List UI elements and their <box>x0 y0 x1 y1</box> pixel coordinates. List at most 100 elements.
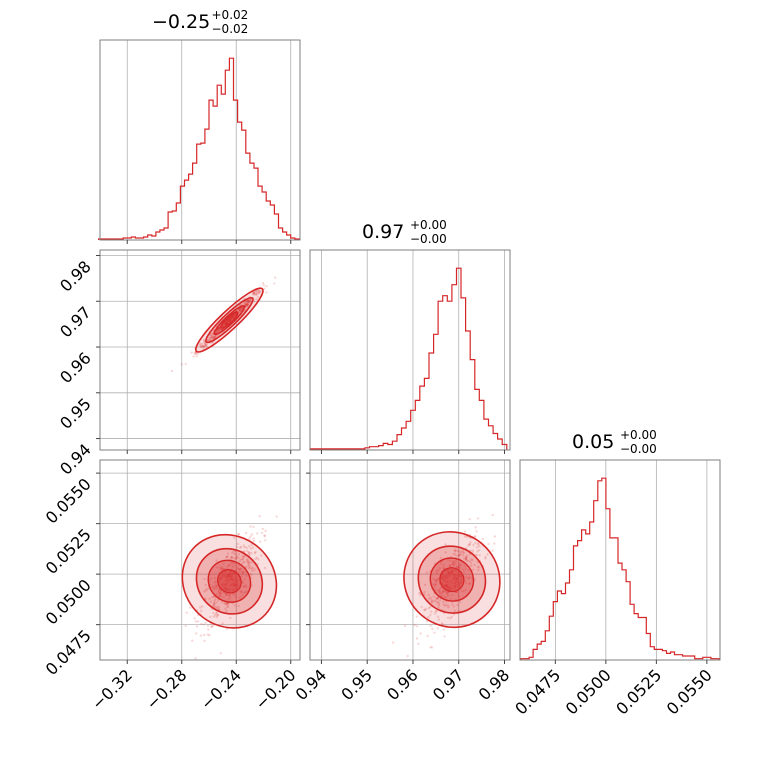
scatter-point <box>239 558 242 561</box>
scatter-point <box>204 621 207 624</box>
scatter-point <box>238 560 241 563</box>
scatter-point <box>448 564 452 568</box>
scatter-point <box>245 303 248 307</box>
scatter-point <box>455 577 458 580</box>
scatter-point <box>225 323 228 326</box>
scatter-panel-1-2 <box>306 459 511 664</box>
scatter-point <box>243 546 246 549</box>
scatter-point <box>199 634 203 637</box>
scatter-point <box>392 641 395 644</box>
scatter-point <box>202 347 205 350</box>
scatter-point <box>464 588 467 591</box>
scatter-point <box>247 300 250 304</box>
scatter-point <box>446 587 450 590</box>
scatter-point <box>239 590 242 593</box>
scatter-point <box>221 573 225 576</box>
scatter-point <box>207 587 210 590</box>
scatter-point <box>454 561 457 564</box>
scatter-point <box>245 549 249 553</box>
scatter-point <box>464 558 468 561</box>
scatter-point <box>260 531 264 535</box>
scatter-content <box>392 513 501 658</box>
scatter-point <box>452 560 455 563</box>
scatter-point <box>238 309 241 312</box>
scatter-point <box>204 345 207 348</box>
scatter-point <box>430 610 433 613</box>
scatter-point <box>231 572 235 576</box>
scatter-point <box>230 587 233 591</box>
scatter-point <box>244 303 247 306</box>
scatter-point <box>440 576 443 580</box>
scatter-point <box>229 577 232 581</box>
scatter-point <box>231 316 234 319</box>
scatter-point <box>447 605 450 609</box>
scatter-point <box>202 338 206 342</box>
scatter-point <box>225 555 229 559</box>
scatter-point <box>452 560 455 563</box>
scatter-point <box>436 601 439 605</box>
scatter-point <box>209 615 212 619</box>
scatter-point <box>215 331 218 334</box>
scatter-point <box>257 290 261 293</box>
scatter-point <box>224 602 227 605</box>
scatter-point <box>227 575 230 578</box>
scatter-point <box>264 529 267 533</box>
scatter-point <box>249 535 252 538</box>
scatter-point <box>214 586 218 589</box>
scatter-point <box>230 556 233 559</box>
scatter-point <box>226 572 229 576</box>
scatter-point <box>256 532 259 535</box>
scatter-point <box>229 575 232 578</box>
scatter-point <box>248 298 251 301</box>
scatter-point <box>200 609 203 613</box>
scatter-point <box>231 578 234 581</box>
scatter-point <box>234 564 237 568</box>
scatter-point <box>441 591 444 594</box>
scatter-point <box>441 582 444 585</box>
scatter-point <box>257 288 260 292</box>
scatter-point <box>231 551 234 554</box>
scatter-point <box>224 570 227 574</box>
scatter-point <box>451 569 454 572</box>
contour-level-0 <box>181 533 278 629</box>
scatter-point <box>443 574 447 578</box>
scatter-point <box>452 605 456 608</box>
scatter-point <box>442 628 445 631</box>
scatter-point <box>193 617 196 620</box>
scatter-point <box>445 592 449 595</box>
scatter-point <box>228 569 231 573</box>
scatter-point <box>215 584 218 587</box>
scatter-point <box>245 304 249 307</box>
scatter-point <box>477 568 480 572</box>
histogram-line-1 <box>309 267 508 450</box>
scatter-panel-0-1 <box>96 249 301 454</box>
scatter-point <box>194 352 198 355</box>
scatter-point <box>205 345 208 348</box>
scatter-point <box>210 625 213 628</box>
scatter-point <box>223 579 227 582</box>
scatter-point <box>230 574 233 577</box>
scatter-point <box>447 591 450 594</box>
scatter-point <box>419 632 422 635</box>
scatter-point <box>232 571 235 574</box>
x-tick-label: 0.97 <box>429 665 468 704</box>
scatter-point <box>415 625 419 628</box>
scatter-point <box>213 581 216 584</box>
scatter-point <box>215 331 219 334</box>
scatter-point <box>234 557 238 561</box>
scatter-point <box>245 574 248 578</box>
scatter-point <box>219 577 223 580</box>
scatter-point <box>452 573 455 576</box>
scatter-point <box>245 558 249 561</box>
scatter-point <box>441 600 445 604</box>
scatter-point <box>253 291 256 294</box>
scatter-point <box>225 578 229 582</box>
scatter-point <box>217 594 221 598</box>
scatter-point <box>255 290 259 293</box>
scatter-point <box>235 545 239 549</box>
scatter-point <box>209 336 212 340</box>
y-tick-label: 0.95 <box>56 394 95 433</box>
scatter-point <box>217 326 220 330</box>
scatter-point <box>262 284 265 287</box>
scatter-point <box>247 563 250 567</box>
